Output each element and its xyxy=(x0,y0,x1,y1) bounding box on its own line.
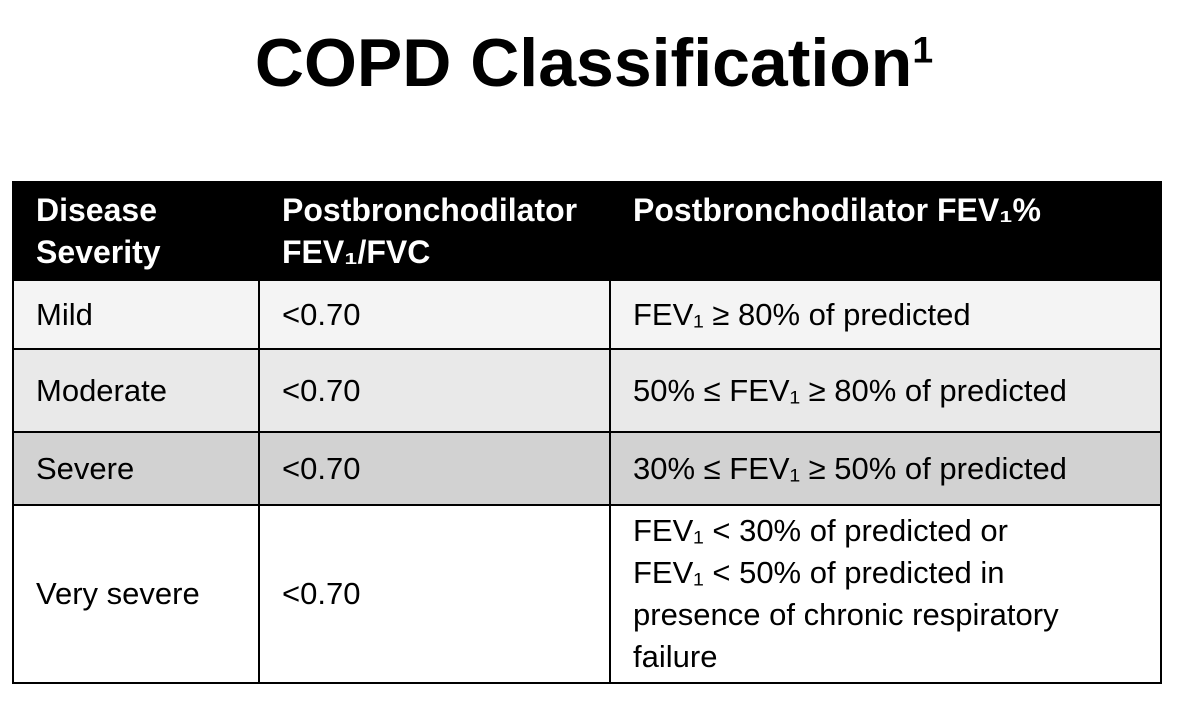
fev1-percent-cell: 50% ≤ FEV₁ ≥ 80% of predicted xyxy=(609,348,1162,433)
header-cell-postbronchodilator-fev1-percent: Postbronchodilator FEV₁% xyxy=(609,181,1162,281)
fev1-percent-text: 50% ≤ FEV₁ ≥ 80% of predicted xyxy=(633,372,1067,408)
severity-cell: Mild xyxy=(12,279,260,350)
fev1-fvc-cell: <0.70 xyxy=(258,431,611,506)
table-header-row: Disease Severity Postbronchodilator FEV₁… xyxy=(12,181,1162,281)
slide-title-superscript: 1 xyxy=(912,28,934,71)
table-row: Very severe <0.70 FEV₁ < 30% of predicte… xyxy=(12,504,1162,684)
severity-cell: Severe xyxy=(12,431,260,506)
fev1-percent-cell: 30% ≤ FEV₁ ≥ 50% of predicted xyxy=(609,431,1162,506)
fev1-percent-text: FEV₁ < 30% of predicted or FEV₁ < 50% of… xyxy=(633,513,1059,674)
fev1-percent-text: FEV₁ ≥ 80% of predicted xyxy=(633,296,971,332)
table-row: Moderate <0.70 50% ≤ FEV₁ ≥ 80% of predi… xyxy=(12,348,1162,433)
slide-title-text: COPD Classification xyxy=(254,25,913,101)
table-row: Severe <0.70 30% ≤ FEV₁ ≥ 50% of predict… xyxy=(12,431,1162,506)
copd-classification-table: Disease Severity Postbronchodilator FEV₁… xyxy=(12,181,1162,684)
table-row: Mild <0.70 FEV₁ ≥ 80% of predicted xyxy=(12,279,1162,350)
fev1-percent-cell: FEV₁ < 30% of predicted or FEV₁ < 50% of… xyxy=(609,504,1162,684)
slide-title: COPD Classification1 xyxy=(0,26,1188,101)
header-cell-text: Postbronchodilator FEV₁/FVC xyxy=(282,192,578,270)
severity-cell: Very severe xyxy=(12,504,260,684)
header-cell-text: Postbronchodilator FEV₁% xyxy=(633,192,1041,228)
fev1-fvc-cell: <0.70 xyxy=(258,279,611,350)
fev1-percent-cell: FEV₁ ≥ 80% of predicted xyxy=(609,279,1162,350)
fev1-fvc-cell: <0.70 xyxy=(258,348,611,433)
fev1-fvc-cell: <0.70 xyxy=(258,504,611,684)
fev1-percent-text: 30% ≤ FEV₁ ≥ 50% of predicted xyxy=(633,450,1067,486)
header-cell-text: Disease Severity xyxy=(36,192,161,270)
header-cell-disease-severity: Disease Severity xyxy=(12,181,260,281)
header-cell-postbronchodilator-fev1-fvc: Postbronchodilator FEV₁/FVC xyxy=(258,181,611,281)
severity-cell: Moderate xyxy=(12,348,260,433)
